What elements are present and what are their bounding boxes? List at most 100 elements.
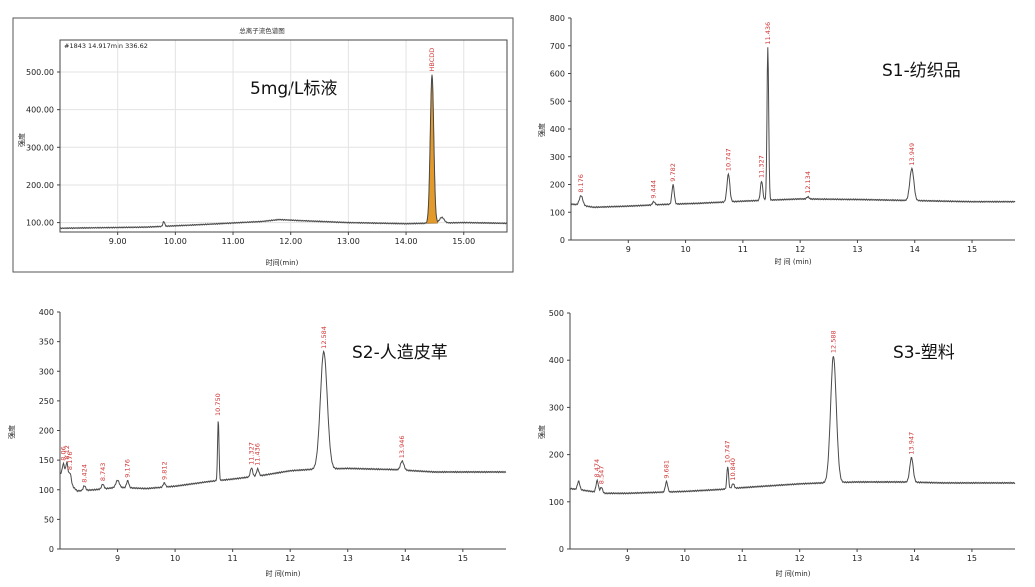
peak-label: 8.474 — [593, 459, 601, 478]
cursor-info: #1843 14.917min 336.62 — [64, 42, 148, 50]
y-tick-label: 200 — [550, 181, 565, 190]
peak-label: 9.176 — [124, 459, 132, 478]
x-tick-label: 13 — [852, 245, 862, 254]
peak-label: 10.840 — [729, 458, 737, 481]
chromatogram-trace — [569, 355, 1016, 495]
y-tick-label: 0 — [559, 545, 564, 554]
x-tick-label: 12.00 — [279, 237, 302, 246]
x-tick-label: 14 — [910, 245, 920, 254]
peak-label: 11.436 — [254, 443, 262, 466]
peak-label: 8.06 — [59, 446, 67, 460]
x-axis-label: 时 间(min) — [266, 569, 301, 578]
y-tick-label: 700 — [550, 42, 565, 51]
chromatogram-trace — [59, 74, 508, 230]
y-tick-label: 300 — [549, 403, 564, 412]
x-tick-label: 14 — [400, 554, 410, 563]
x-tick-label: 15 — [967, 554, 977, 563]
x-tick-label: 13 — [343, 554, 353, 563]
y-tick-label: 200 — [39, 427, 54, 436]
y-tick-label: 300 — [550, 153, 565, 162]
y-tick-label: 600 — [550, 70, 565, 79]
y-tick-label: 200.00 — [26, 181, 54, 190]
peak-label: 9.444 — [650, 180, 658, 199]
y-tick-label: 500 — [549, 309, 564, 318]
y-tick-label: 100 — [549, 498, 564, 507]
y-tick-label: 300.00 — [26, 143, 54, 152]
x-tick-label: 15.00 — [452, 237, 475, 246]
x-tick-label: 11 — [738, 245, 748, 254]
y-tick-label: 50 — [44, 515, 54, 524]
x-tick-label: 14 — [909, 554, 919, 563]
peak-label: 9.812 — [160, 461, 168, 480]
peak-label: 8.176 — [577, 174, 585, 193]
y-tick-label: 200 — [549, 451, 564, 460]
chart-panel-s3: S3-塑料 强度 时 间(min) 9 10 11 12 13 14 15 0 100 200 30… — [537, 309, 1016, 578]
peak-label: HBCDD — [428, 48, 436, 72]
y-tick-label: 0 — [560, 236, 565, 245]
x-tick-label: 11 — [228, 554, 238, 563]
chart-title-s1: S1-纺织品 — [882, 61, 961, 81]
peak-label: 10.747 — [724, 440, 732, 463]
x-tick-label: 12 — [795, 245, 805, 254]
x-tick-label: 12 — [285, 554, 295, 563]
peak-label: 11.327 — [758, 155, 766, 178]
y-axis-label: 强度 — [7, 425, 16, 439]
peak-label: 9.782 — [669, 163, 677, 182]
peak-label: 10.747 — [724, 148, 732, 171]
x-axis-label: 时间(min) — [266, 258, 299, 267]
peak-label: 13.949 — [908, 143, 916, 166]
y-tick-label: 400.00 — [26, 106, 54, 115]
y-tick-label: 100 — [550, 208, 565, 217]
chart-subtitle: 总离子流色谱图 — [239, 26, 285, 35]
x-tick-label: 9 — [626, 245, 631, 254]
peak-label: 10.750 — [214, 393, 222, 416]
peak-label: 8.547 — [597, 466, 605, 485]
y-tick-label: 500.00 — [26, 68, 54, 77]
peak-label: 11.327 — [247, 442, 255, 465]
y-tick-label: 500 — [550, 97, 565, 106]
y-axis-label: 强度 — [17, 133, 26, 147]
peak-label: 8.743 — [99, 463, 107, 482]
y-tick-label: 100 — [39, 486, 54, 495]
y-tick-label: 150 — [39, 456, 54, 465]
x-tick-label: 10 — [680, 245, 690, 254]
chart-title-s3: S3-塑料 — [893, 343, 955, 363]
x-axis-label: 时 间 (min) — [774, 257, 811, 266]
x-tick-label: 9 — [115, 554, 120, 563]
x-tick-label: 15 — [458, 554, 468, 563]
x-tick-label: 9.00 — [109, 237, 127, 246]
peak-label: 13.947 — [907, 432, 915, 455]
x-tick-label: 12 — [795, 554, 805, 563]
peak-label: 11.436 — [764, 22, 772, 45]
peak-label: 8.176 — [66, 451, 74, 470]
peak-label: 12.584 — [320, 326, 328, 349]
x-tick-label: 11 — [737, 554, 747, 563]
peak-label: 8.424 — [80, 464, 88, 483]
x-tick-label: 10 — [170, 554, 180, 563]
y-axis-label: 强度 — [537, 123, 546, 137]
x-tick-label: 15 — [967, 245, 977, 254]
x-tick-label: 13.00 — [337, 237, 360, 246]
y-tick-label: 0 — [49, 545, 54, 554]
chart-title-standard: 5mg/L标液 — [250, 79, 337, 99]
y-tick-label: 300 — [39, 367, 54, 376]
y-tick-label: 250 — [39, 397, 54, 406]
y-tick-label: 400 — [549, 356, 564, 365]
chart-panel-s1: S1-纺织品 强度 时 间 (min) 9 10 11 12 13 14 15 0 100 200… — [537, 14, 1016, 266]
y-tick-label: 800 — [550, 14, 565, 23]
peak-label: 12.588 — [829, 330, 837, 353]
panel-border — [12, 17, 514, 273]
peak-label: 8.12 — [63, 445, 71, 459]
peak-label: 9.681 — [663, 460, 671, 479]
chart-panel-standard: 总离子流色谱图 #1843 14.917min 336.62 5mg/L标液 强… — [12, 17, 514, 273]
x-tick-label: 11.00 — [222, 237, 245, 246]
x-axis-label: 时 间(min) — [776, 569, 811, 578]
chromatogram-trace — [570, 47, 1016, 209]
x-tick-label: 14.00 — [395, 237, 418, 246]
x-tick-label: 9 — [625, 554, 630, 563]
y-tick-label: 400 — [39, 308, 54, 317]
x-tick-label: 13 — [852, 554, 862, 563]
y-tick-label: 100.00 — [26, 219, 54, 228]
y-axis-label: 强度 — [537, 425, 546, 439]
chromatogram-trace — [59, 349, 507, 493]
